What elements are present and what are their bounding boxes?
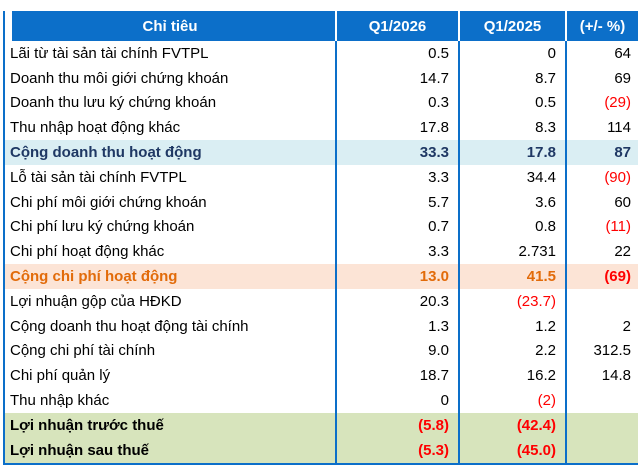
cell-q1-2025: 2.2 <box>458 338 565 364</box>
cell-change-pct: (29) <box>565 90 638 116</box>
table-row: Doanh thu môi giới chứng khoán 14.7 8.7 69 <box>5 65 638 91</box>
table-row: Lợi nhuận gộp của HĐKD 20.3 (23.7) <box>5 288 638 314</box>
cell-change-pct: 114 <box>565 115 638 141</box>
cell-change-pct: (11) <box>565 214 638 240</box>
cell-q1-2025: 0.8 <box>458 214 565 240</box>
table-body: Lãi từ tài sản tài chính FVTPL 0.5 0 64 Doan… <box>5 41 638 463</box>
cell-change-pct <box>565 437 638 463</box>
cell-q1-2026: 17.8 <box>335 115 458 141</box>
cell-change-pct: 22 <box>565 239 638 265</box>
cell-q1-2025: 8.3 <box>458 115 565 141</box>
cell-label: Thu nhập khác <box>10 392 110 410</box>
table-header-row: Chỉ tiêu Q1/2026 Q1/2025 (+/- %) <box>5 11 638 41</box>
cell-q1-2026: 33.3 <box>335 140 458 165</box>
cell-q1-2026: 13.0 <box>335 264 458 289</box>
cell-q1-2025: 17.8 <box>458 140 565 165</box>
cell-change-pct: 69 <box>565 65 638 91</box>
cell-label: Chi phí lưu ký chứng khoán <box>10 218 195 236</box>
cell-q1-2025: 0.5 <box>458 90 565 116</box>
cell-label: Doanh thu lưu ký chứng khoán <box>10 94 217 112</box>
cell-q1-2026: 1.3 <box>335 313 458 339</box>
column-header-q1-2026: Q1/2026 <box>335 11 458 41</box>
cell-label: Chi phí hoạt động khác <box>10 243 165 261</box>
table-row: Doanh thu lưu ký chứng khoán 0.3 0.5 (29) <box>5 90 638 116</box>
cell-q1-2026: 18.7 <box>335 363 458 389</box>
cell-change-pct: 64 <box>565 41 638 66</box>
table-row: Lợi nhuận sau thuế (5.3) (45.0) <box>5 437 638 463</box>
cell-q1-2026: 9.0 <box>335 338 458 364</box>
cell-q1-2026: 5.7 <box>335 189 458 215</box>
cell-label: Lợi nhuận gộp của HĐKD <box>10 292 182 310</box>
cell-change-pct <box>565 288 638 314</box>
cell-q1-2026: 3.3 <box>335 164 458 190</box>
table-row: Chi phí môi giới chứng khoán 5.7 3.6 60 <box>5 189 638 215</box>
table-row: Cộng doanh thu hoạt động tài chính 1.3 1.2… <box>5 313 638 339</box>
cell-label: Lỗ tài sản tài chính FVTPL <box>10 168 187 186</box>
cell-label: Lãi từ tài sản tài chính FVTPL <box>10 44 209 62</box>
table-row: Lãi từ tài sản tài chính FVTPL 0.5 0 64 <box>5 41 638 66</box>
cell-label: Cộng doanh thu hoạt động tài chính <box>10 317 249 335</box>
table-row: Cộng doanh thu hoạt động 33.3 17.8 87 <box>5 140 638 165</box>
cell-label: Cộng chi phí tài chính <box>10 342 156 360</box>
cell-label: Thu nhập hoạt động khác <box>10 119 181 137</box>
cell-label: Cộng doanh thu hoạt động <box>10 144 202 162</box>
cell-q1-2026: 0 <box>335 388 458 413</box>
cell-q1-2026: (5.8) <box>335 412 458 438</box>
table-row: Cộng chi phí tài chính 9.0 2.2 312.5 <box>5 338 638 364</box>
cell-change-pct: 2 <box>565 313 638 339</box>
cell-q1-2025: 2.731 <box>458 239 565 265</box>
table-row: Thu nhập khác 0 (2) <box>5 388 638 413</box>
cell-change-pct: 87 <box>565 140 638 165</box>
cell-q1-2025: 0 <box>458 41 565 66</box>
cell-label: Lợi nhuận trước thuế <box>10 416 164 434</box>
cell-q1-2025: (42.4) <box>458 412 565 438</box>
cell-q1-2026: 0.5 <box>335 41 458 66</box>
cell-change-pct: 312.5 <box>565 338 638 364</box>
cell-q1-2025: 3.6 <box>458 189 565 215</box>
cell-q1-2026: (5.3) <box>335 437 458 463</box>
column-header-q1-2025: Q1/2025 <box>458 11 565 41</box>
table-row: Chi phí hoạt động khác 3.3 2.731 22 <box>5 239 638 265</box>
table-row: Lỗ tài sản tài chính FVTPL 3.3 34.4 (90) <box>5 164 638 190</box>
cell-q1-2026: 0.3 <box>335 90 458 116</box>
cell-change-pct <box>565 388 638 413</box>
cell-q1-2025: (23.7) <box>458 288 565 314</box>
table-row: Lợi nhuận trước thuế (5.8) (42.4) <box>5 412 638 438</box>
table-row: Chi phí quản lý 18.7 16.2 14.8 <box>5 363 638 389</box>
cell-q1-2026: 0.7 <box>335 214 458 240</box>
cell-q1-2025: 41.5 <box>458 264 565 289</box>
cell-q1-2025: (2) <box>458 388 565 413</box>
cell-change-pct: (69) <box>565 264 638 289</box>
column-header-change-pct: (+/- %) <box>565 11 638 41</box>
cell-q1-2026: 3.3 <box>335 239 458 265</box>
quarterly-results-table: Chỉ tiêu Q1/2026 Q1/2025 (+/- %) Lãi từ … <box>3 11 638 465</box>
cell-q1-2025: (45.0) <box>458 437 565 463</box>
cell-label: Chi phí môi giới chứng khoán <box>10 193 207 211</box>
cell-change-pct <box>565 412 638 438</box>
column-header-chi-tieu: Chỉ tiêu <box>142 17 198 35</box>
cell-q1-2025: 16.2 <box>458 363 565 389</box>
cell-change-pct: 14.8 <box>565 363 638 389</box>
cell-q1-2026: 20.3 <box>335 288 458 314</box>
cell-label: Chi phí quản lý <box>10 367 111 385</box>
table-row: Thu nhập hoạt động khác 17.8 8.3 114 <box>5 115 638 141</box>
cell-q1-2025: 1.2 <box>458 313 565 339</box>
cell-label: Lợi nhuận sau thuế <box>10 441 149 459</box>
cell-change-pct: 60 <box>565 189 638 215</box>
cell-q1-2026: 14.7 <box>335 65 458 91</box>
cell-label: Doanh thu môi giới chứng khoán <box>10 69 229 87</box>
cell-q1-2025: 34.4 <box>458 164 565 190</box>
cell-change-pct: (90) <box>565 164 638 190</box>
cell-label: Cộng chi phí hoạt động <box>10 268 178 286</box>
cell-q1-2025: 8.7 <box>458 65 565 91</box>
table-row: Chi phí lưu ký chứng khoán 0.7 0.8 (11) <box>5 214 638 240</box>
table-row: Cộng chi phí hoạt động 13.0 41.5 (69) <box>5 264 638 289</box>
